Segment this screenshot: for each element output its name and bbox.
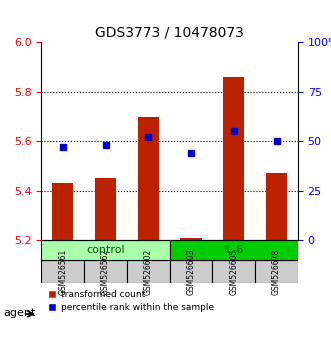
FancyBboxPatch shape [169, 240, 298, 259]
Legend: transformed count, percentile rank within the sample: transformed count, percentile rank withi… [46, 288, 216, 314]
FancyBboxPatch shape [255, 259, 298, 284]
Text: agent: agent [3, 308, 36, 318]
Bar [223, 77, 245, 240]
FancyBboxPatch shape [41, 240, 169, 259]
Text: GSM526605: GSM526605 [229, 248, 238, 295]
Text: IL-6: IL-6 [224, 245, 244, 255]
Text: GSM526602: GSM526602 [144, 249, 153, 295]
Bar [266, 173, 287, 240]
FancyBboxPatch shape [41, 259, 84, 284]
FancyBboxPatch shape [169, 259, 213, 284]
Text: control: control [86, 245, 125, 255]
FancyBboxPatch shape [127, 259, 169, 284]
Text: GSM526561: GSM526561 [58, 249, 67, 295]
Bar [180, 238, 202, 240]
Text: GSM526562: GSM526562 [101, 249, 110, 295]
Text: GSM526603: GSM526603 [186, 248, 196, 295]
Text: GSM526678: GSM526678 [272, 249, 281, 295]
Title: GDS3773 / 10478073: GDS3773 / 10478073 [95, 26, 244, 40]
Bar [52, 183, 73, 240]
FancyBboxPatch shape [84, 259, 127, 284]
Bar [138, 116, 159, 240]
Bar [95, 178, 116, 240]
FancyBboxPatch shape [213, 259, 255, 284]
